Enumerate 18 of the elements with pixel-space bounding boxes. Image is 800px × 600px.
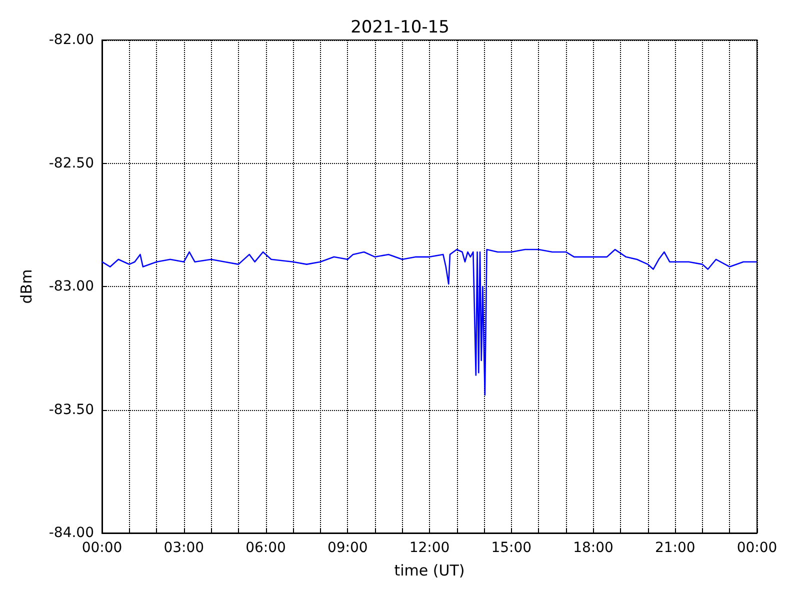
- y-tick-label: -83.00: [48, 278, 94, 294]
- y-tick-label: -84.00: [48, 525, 94, 541]
- x-tick-label: 00:00: [736, 540, 778, 556]
- x-tick-label: 12:00: [409, 540, 450, 556]
- chart-title: 2021-10-15: [350, 18, 450, 38]
- x-tick-label: 00:00: [82, 540, 122, 556]
- x-tick-label: 06:00: [246, 540, 286, 556]
- y-tick-label: -82.50: [48, 155, 94, 172]
- line-series: [101, 248, 758, 396]
- x-tick-label: 03:00: [164, 540, 204, 556]
- x-tick-label: 09:00: [327, 540, 368, 556]
- x-tick-label: 21:00: [654, 540, 696, 556]
- y-tick-label: -83.50: [48, 402, 94, 418]
- x-tick-label: 18:00: [573, 540, 614, 556]
- y-tick-label: -82.00: [48, 32, 94, 48]
- x-axis-title: time (UT): [394, 562, 465, 580]
- y-axis-title: dBm: [18, 269, 36, 304]
- x-tick-label: 15:00: [491, 540, 532, 556]
